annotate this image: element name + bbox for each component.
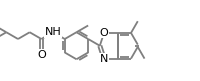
Text: O: O bbox=[100, 28, 108, 38]
Text: NH: NH bbox=[45, 27, 61, 37]
Text: N: N bbox=[100, 54, 108, 64]
Text: O: O bbox=[37, 49, 46, 60]
